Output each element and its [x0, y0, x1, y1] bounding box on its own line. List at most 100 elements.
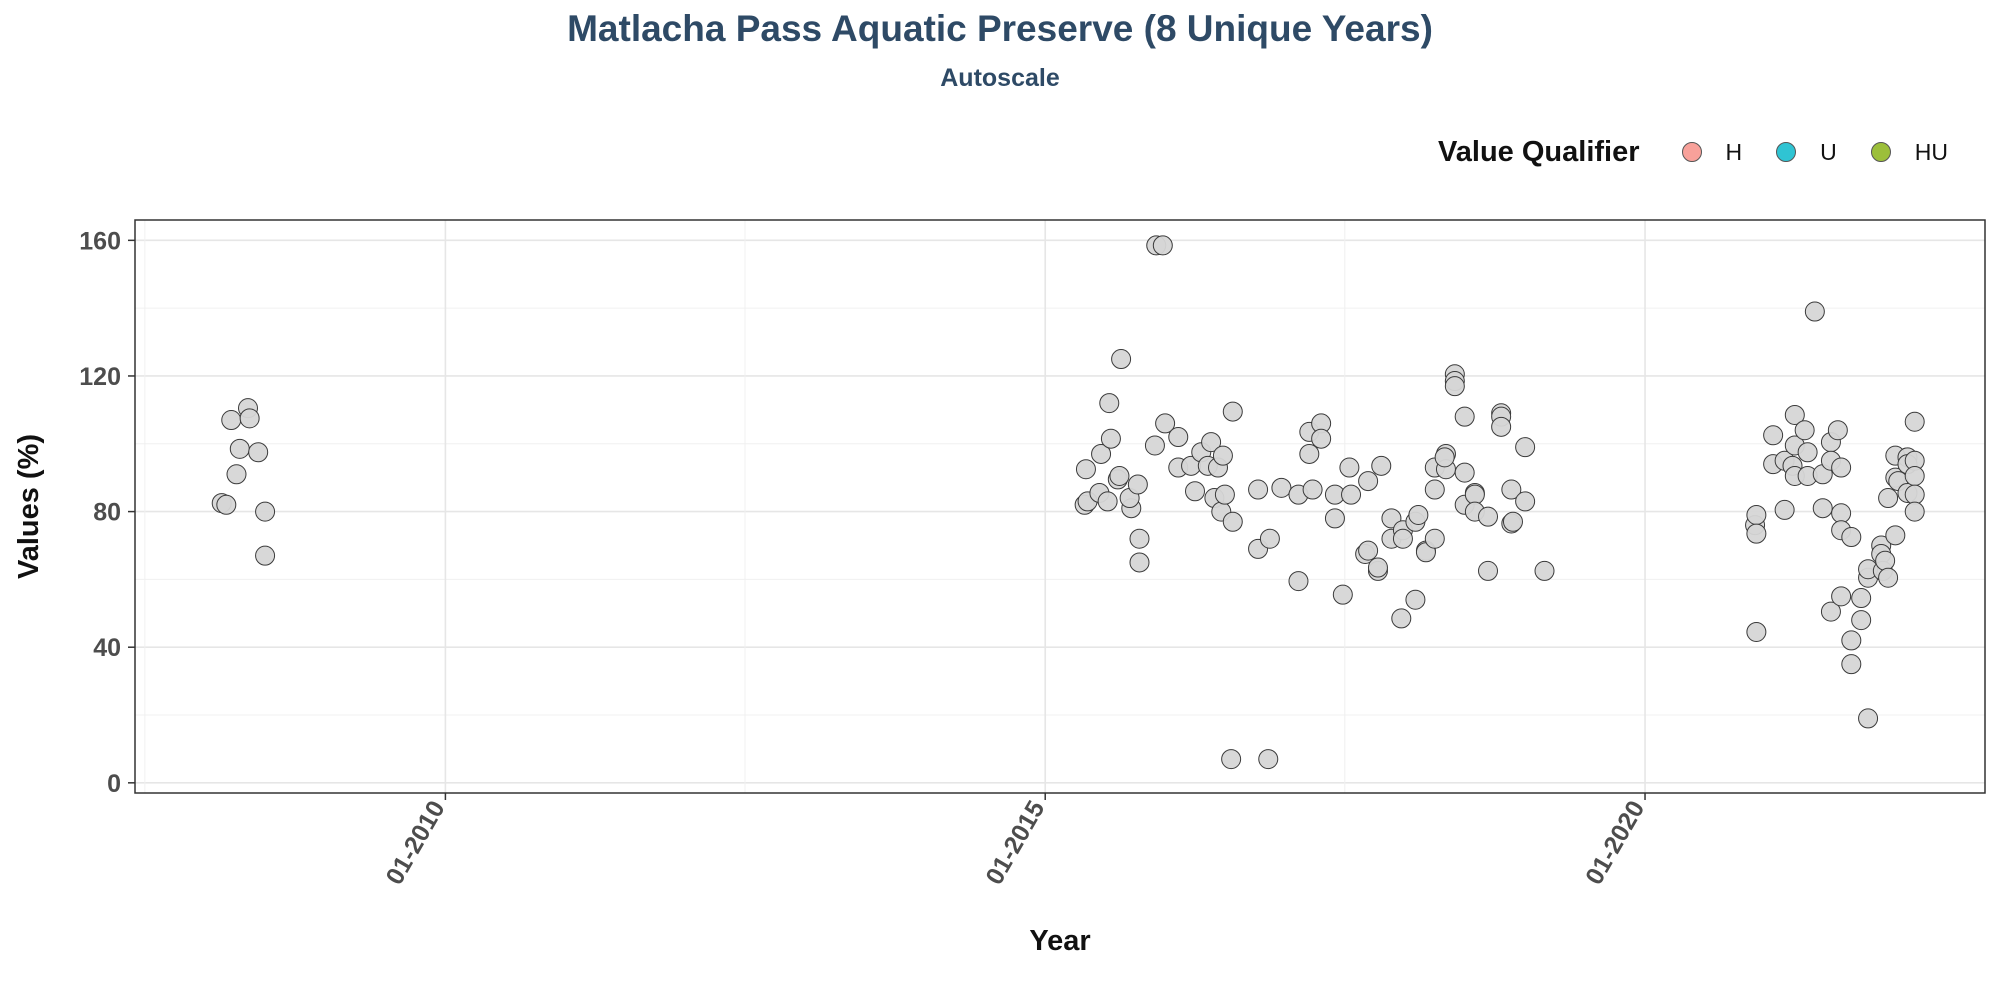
- data-point: [1831, 586, 1852, 607]
- data-point: [1841, 630, 1862, 651]
- data-point: [1358, 540, 1379, 561]
- data-point: [1201, 432, 1222, 453]
- data-point: [1534, 560, 1555, 581]
- data-point: [229, 438, 250, 459]
- data-point: [1763, 425, 1784, 446]
- legend-label-h: H: [1725, 138, 1743, 165]
- data-point: [1248, 479, 1269, 500]
- data-point: [216, 494, 237, 515]
- y-axis-title: Values (%): [13, 434, 45, 579]
- y-tick-label: 160: [79, 227, 121, 255]
- data-point: [1878, 567, 1899, 588]
- data-point: [1904, 465, 1925, 486]
- data-point: [1212, 445, 1233, 466]
- data-point: [1129, 552, 1150, 573]
- data-point: [1746, 523, 1767, 544]
- data-point: [226, 464, 247, 485]
- data-point: [1464, 484, 1485, 505]
- data-point: [1405, 589, 1426, 610]
- data-point: [1358, 471, 1379, 492]
- data-point: [1794, 420, 1815, 441]
- data-point: [1109, 465, 1130, 486]
- data-point: [1454, 406, 1475, 427]
- legend-label-u: U: [1820, 138, 1837, 165]
- legend-title: Value Qualifier: [1438, 135, 1640, 168]
- y-tick-label: 40: [93, 634, 121, 662]
- data-point: [1214, 484, 1235, 505]
- data-point: [1904, 484, 1925, 505]
- data-point: [1271, 477, 1292, 498]
- x-tick-label: 01-2020: [1580, 796, 1650, 889]
- legend-swatch-hu: [1870, 142, 1891, 162]
- data-point: [1311, 428, 1332, 449]
- data-point: [1097, 491, 1118, 512]
- data-point: [1408, 504, 1429, 525]
- data-point: [1341, 484, 1362, 505]
- data-point: [1875, 550, 1896, 571]
- legend-item-hu: HU: [1870, 138, 1970, 166]
- data-point: [1075, 459, 1096, 480]
- data-point: [1774, 499, 1795, 520]
- data-point: [1878, 488, 1899, 509]
- data-point: [1392, 528, 1413, 549]
- data-point: [1259, 528, 1280, 549]
- data-point: [1784, 404, 1805, 425]
- data-point: [1885, 525, 1906, 546]
- y-tick-label: 120: [79, 363, 121, 391]
- data-point: [1434, 447, 1455, 468]
- data-point: [1804, 301, 1825, 322]
- chart-subtitle: Autoscale: [940, 64, 1060, 92]
- data-point: [255, 545, 276, 566]
- data-point: [1831, 503, 1852, 524]
- data-point: [1099, 393, 1120, 414]
- legend: Value Qualifier H U HU: [1438, 132, 1970, 172]
- data-point: [1339, 457, 1360, 478]
- data-point: [1454, 462, 1475, 483]
- data-point: [1491, 416, 1512, 437]
- data-point: [1515, 491, 1536, 512]
- data-point: [1831, 457, 1852, 478]
- data-point: [1841, 527, 1862, 548]
- data-point: [1091, 443, 1112, 464]
- plot-panel: [135, 220, 1985, 793]
- x-tick-label: 01-2010: [380, 796, 450, 889]
- data-point: [1746, 621, 1767, 642]
- data-point: [1904, 501, 1925, 522]
- data-point: [1858, 708, 1879, 729]
- data-point: [1185, 481, 1206, 502]
- legend-swatch-h: [1681, 142, 1702, 162]
- plot-border: [134, 219, 1986, 794]
- chart-title: Matlacha Pass Aquatic Preserve (8 Unique…: [567, 8, 1433, 49]
- data-point: [1515, 437, 1536, 458]
- legend-item-h: H: [1681, 138, 1765, 166]
- data-point: [1444, 376, 1465, 397]
- data-point: [1424, 479, 1445, 500]
- data-point: [1332, 584, 1353, 605]
- data-point: [1478, 506, 1499, 527]
- data-point: [1841, 654, 1862, 675]
- data-point: [1904, 411, 1925, 432]
- y-tick-label: 80: [93, 499, 121, 527]
- data-point: [1144, 435, 1165, 456]
- data-point: [1258, 749, 1279, 770]
- data-point: [221, 410, 242, 431]
- data-point: [1222, 401, 1243, 422]
- data-point: [255, 501, 276, 522]
- data-point: [1127, 474, 1148, 495]
- legend-label-hu: HU: [1914, 138, 1948, 165]
- data-point: [1155, 413, 1176, 434]
- data-point: [1501, 479, 1522, 500]
- data-point: [1302, 479, 1323, 500]
- data-point: [1851, 588, 1872, 609]
- data-point: [1797, 442, 1818, 463]
- data-point: [1168, 426, 1189, 447]
- data-point: [1812, 498, 1833, 519]
- data-point: [1288, 571, 1309, 592]
- data-point: [1827, 420, 1848, 441]
- data-point: [1222, 511, 1243, 532]
- data-point: [1391, 608, 1412, 629]
- data-point: [1746, 504, 1767, 525]
- data-point: [1478, 560, 1499, 581]
- data-point: [1299, 443, 1320, 464]
